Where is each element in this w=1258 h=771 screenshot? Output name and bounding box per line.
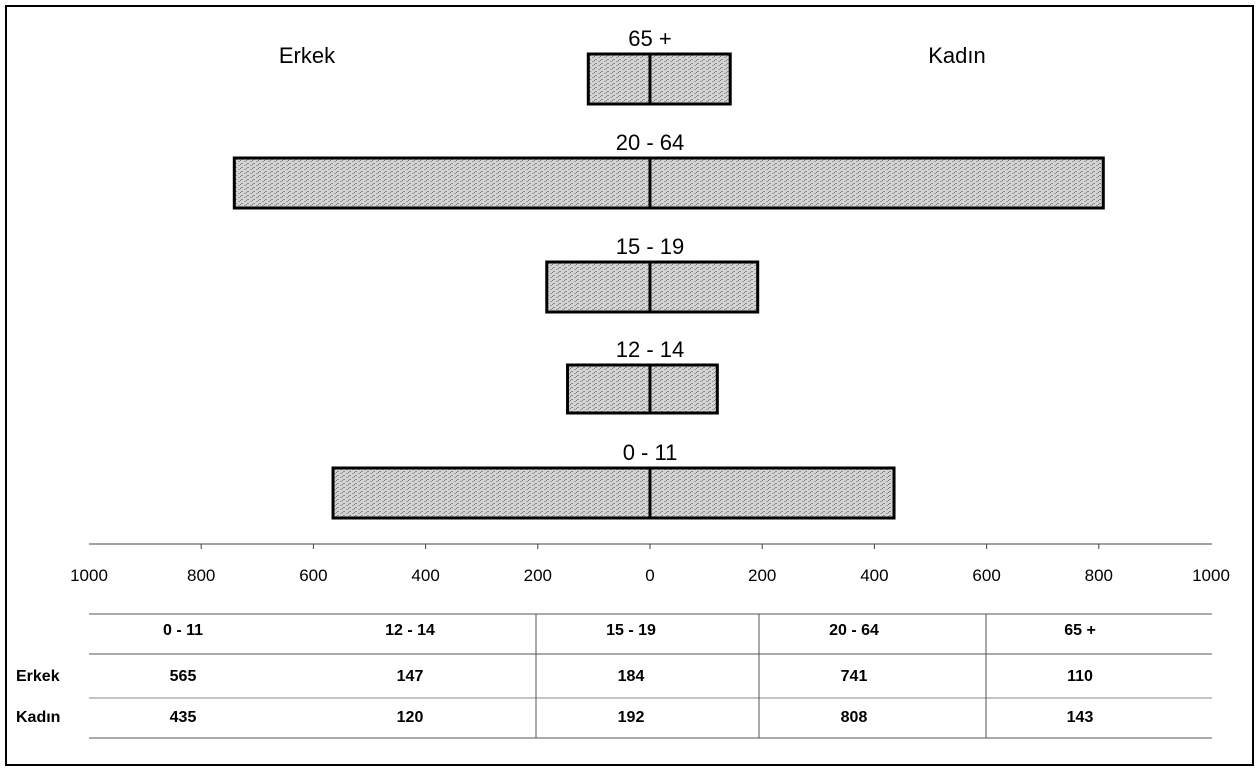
table-cell: 808 xyxy=(841,709,868,726)
table-header: 0 - 11 xyxy=(163,622,203,639)
data-table: 0 - 11 12 - 14 15 - 19 20 - 64 65 + Erkek 565 1… xyxy=(16,613,1212,739)
age-group-label: 12 - 14 xyxy=(616,337,685,362)
bar-kadin xyxy=(648,52,732,106)
table-cell: 565 xyxy=(170,668,197,685)
bar-erkek xyxy=(232,156,652,210)
x-tick-label: 200 xyxy=(748,566,776,585)
table-cell: 147 xyxy=(397,668,424,685)
x-tick-label: 1000 xyxy=(70,566,108,585)
bar-kadin xyxy=(648,363,719,415)
x-axis: 1000 800 600 400 200 0 200 400 600 800 1000 xyxy=(70,543,1230,585)
table-cell: 143 xyxy=(1067,709,1094,726)
bar-kadin xyxy=(648,466,896,520)
table-header: 65 + xyxy=(1064,622,1096,639)
bar-erkek xyxy=(545,260,652,314)
table-row-label: Kadın xyxy=(16,709,60,726)
x-tick-label: 0 xyxy=(645,566,654,585)
x-tick-label: 800 xyxy=(1085,566,1113,585)
x-tick-label: 600 xyxy=(299,566,327,585)
bar-erkek xyxy=(586,52,652,106)
table-cell: 435 xyxy=(170,709,197,726)
chart-frame: Erkek Kadın 0 - 11 12 - 14 15 - 19 20 - 64 6… xyxy=(5,5,1254,766)
population-pyramid-chart: Erkek Kadın 0 - 11 12 - 14 15 - 19 20 - 64 6… xyxy=(16,26,1230,739)
x-tick-label: 400 xyxy=(411,566,439,585)
x-tick-label: 600 xyxy=(972,566,1000,585)
x-tick-label: 200 xyxy=(524,566,552,585)
age-group-label: 0 - 11 xyxy=(623,440,678,465)
x-tick-label: 800 xyxy=(187,566,215,585)
table-cell: 741 xyxy=(841,668,868,685)
age-group-label: 15 - 19 xyxy=(616,234,685,259)
left-sex-label: Erkek xyxy=(279,43,336,68)
table-row-label: Erkek xyxy=(16,668,60,685)
bar-erkek xyxy=(331,466,652,520)
table-cell: 110 xyxy=(1067,668,1093,685)
x-tick-label: 1000 xyxy=(1192,566,1230,585)
x-tick-label: 400 xyxy=(860,566,888,585)
right-sex-label: Kadın xyxy=(928,43,986,68)
table-cell: 192 xyxy=(618,709,645,726)
bar-kadin xyxy=(648,156,1105,210)
age-group-label: 65 + xyxy=(628,26,671,51)
age-group-label: 20 - 64 xyxy=(616,130,685,155)
table-cell: 184 xyxy=(618,668,645,685)
table-header: 12 - 14 xyxy=(385,622,435,639)
table-header: 20 - 64 xyxy=(829,622,879,639)
bar-kadin xyxy=(648,260,760,314)
bar-erkek xyxy=(566,363,652,415)
table-cell: 120 xyxy=(397,709,424,726)
bars-group: 0 - 11 12 - 14 15 - 19 20 - 64 65 + xyxy=(232,26,1105,520)
table-header: 15 - 19 xyxy=(606,622,656,639)
